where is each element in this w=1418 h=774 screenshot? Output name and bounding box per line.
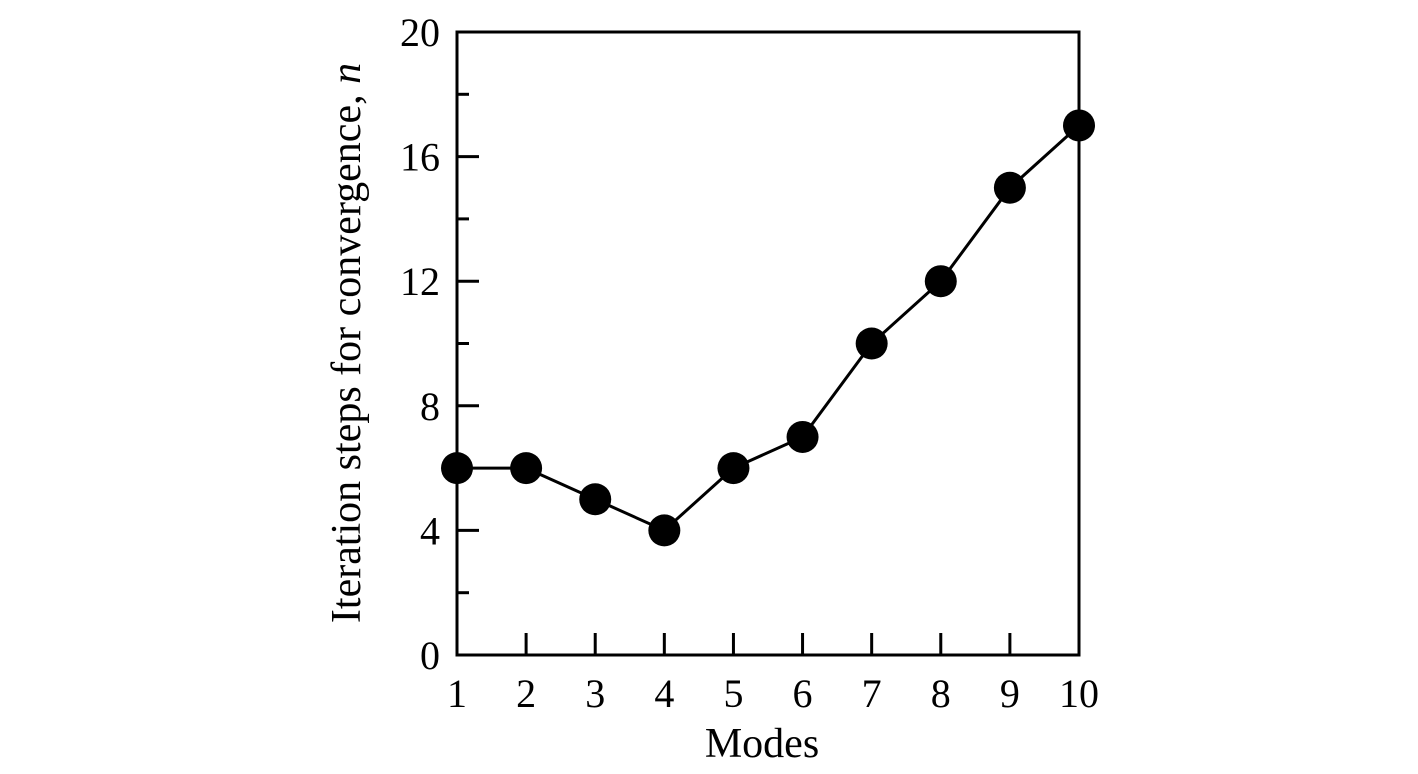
plot-frame [455,30,1081,657]
data-point-mode-7 [855,327,888,360]
data-point-mode-2 [510,452,543,485]
y-tick-label-16: 16 [400,135,440,180]
y-axis-title-variable: n [324,63,370,84]
y-tick-label-12: 12 [400,259,440,304]
x-tick-label-5: 5 [723,671,743,716]
y-tick-label-4: 4 [420,508,440,553]
data-point-mode-6 [786,420,819,453]
y-axis-title-text: Iteration steps for convergence, [324,84,370,623]
y-tick-label-8: 8 [420,384,440,429]
data-series [441,109,1095,547]
y-axis-title: Iteration steps for convergence, n [324,63,370,623]
x-axis-title: Modes [705,721,819,767]
data-point-mode-10 [1063,109,1095,142]
data-point-mode-4 [648,514,681,547]
x-tick-label-3: 3 [585,671,605,716]
x-tick-label-4: 4 [654,671,674,716]
x-tick-label-6: 6 [793,671,813,716]
axis-ticks [455,30,1081,657]
data-point-mode-8 [924,265,957,298]
x-tick-label-2: 2 [516,671,536,716]
data-point-mode-9 [993,171,1026,204]
x-tick-label-1: 1 [447,671,467,716]
data-point-mode-5 [717,452,750,485]
series-line-0 [457,124,1081,533]
y-tick-label-20: 20 [400,10,440,55]
data-point-mode-3 [579,483,612,516]
x-tick-label-9: 9 [1000,671,1020,716]
data-point-mode-1 [441,452,473,485]
x-tick-label-10: 10 [1059,671,1099,716]
y-tick-label-0: 0 [420,633,440,678]
x-tick-label-8: 8 [931,671,951,716]
x-tick-label-7: 7 [862,671,882,716]
